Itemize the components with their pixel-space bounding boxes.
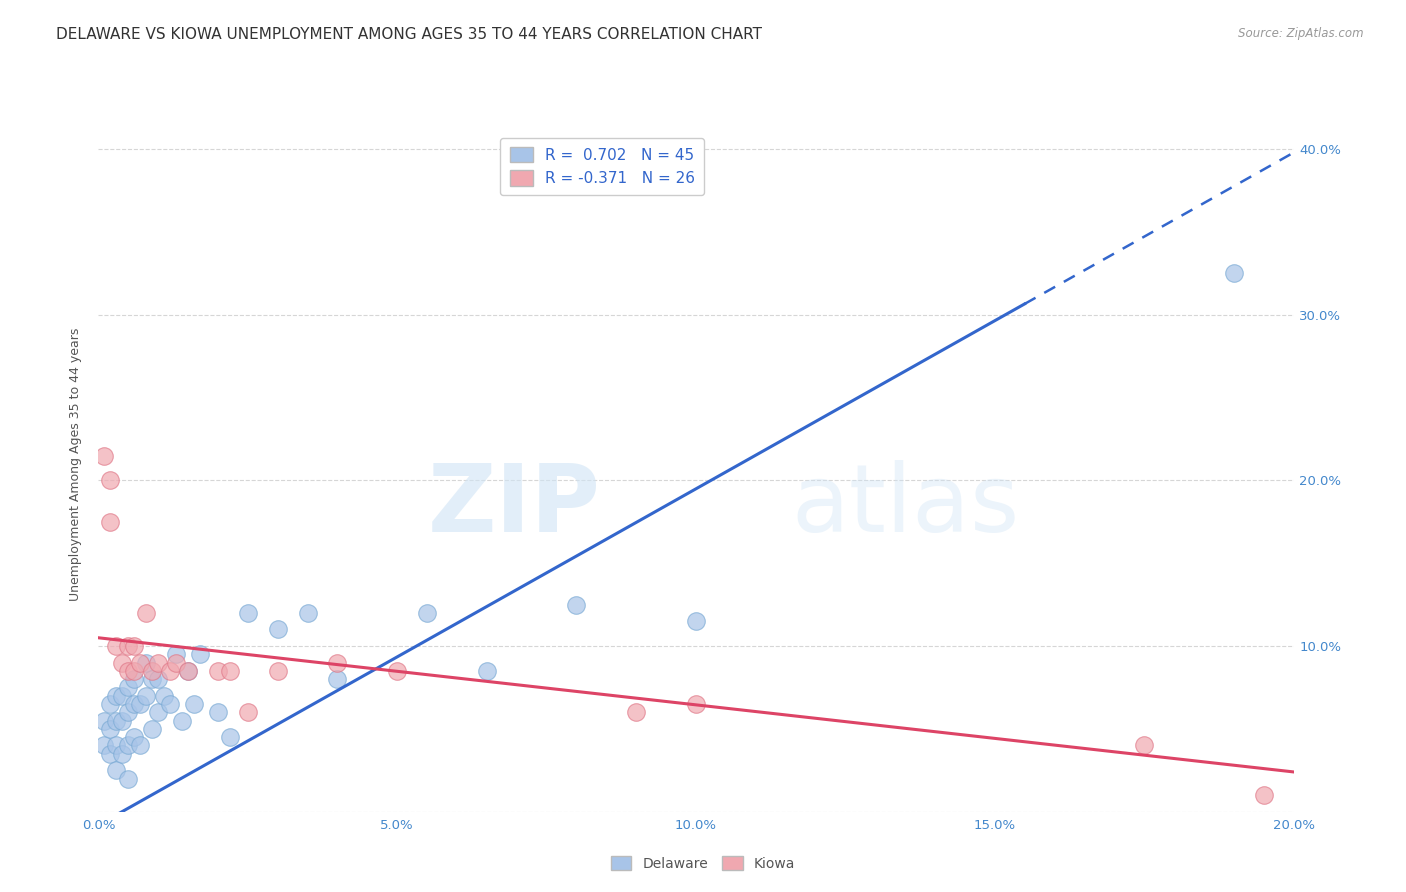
Point xyxy=(93,714,115,728)
Point xyxy=(129,656,152,670)
Point xyxy=(1253,788,1275,802)
Legend: R =  0.702   N = 45, R = -0.371   N = 26: R = 0.702 N = 45, R = -0.371 N = 26 xyxy=(501,137,704,195)
Point xyxy=(100,515,122,529)
Point xyxy=(129,739,152,753)
Text: atlas: atlas xyxy=(792,459,1019,551)
Point xyxy=(159,664,181,678)
Text: DELAWARE VS KIOWA UNEMPLOYMENT AMONG AGES 35 TO 44 YEARS CORRELATION CHART: DELAWARE VS KIOWA UNEMPLOYMENT AMONG AGE… xyxy=(56,27,762,42)
Point xyxy=(326,672,349,686)
Point xyxy=(219,730,242,744)
Point xyxy=(141,722,163,736)
Point xyxy=(685,697,707,711)
Point xyxy=(148,656,170,670)
Legend: Delaware, Kiowa: Delaware, Kiowa xyxy=(605,850,801,876)
Point xyxy=(141,664,163,678)
Point xyxy=(100,474,122,488)
Point xyxy=(111,689,134,703)
Point xyxy=(124,697,146,711)
Point xyxy=(165,656,187,670)
Point xyxy=(188,648,211,662)
Point xyxy=(172,714,194,728)
Point xyxy=(105,689,128,703)
Point xyxy=(177,664,200,678)
Point xyxy=(100,697,122,711)
Text: ZIP: ZIP xyxy=(427,459,600,551)
Point xyxy=(105,764,128,778)
Point xyxy=(297,606,319,620)
Point xyxy=(685,614,707,628)
Point xyxy=(124,639,146,653)
Point xyxy=(159,697,181,711)
Point xyxy=(105,639,128,653)
Point xyxy=(148,706,170,720)
Point xyxy=(117,664,139,678)
Point xyxy=(165,648,187,662)
Point xyxy=(326,656,349,670)
Point xyxy=(1223,266,1246,280)
Point xyxy=(236,706,259,720)
Point xyxy=(141,672,163,686)
Point xyxy=(135,689,157,703)
Point xyxy=(111,747,134,761)
Point xyxy=(100,722,122,736)
Point xyxy=(475,664,498,678)
Point xyxy=(219,664,242,678)
Point xyxy=(117,639,139,653)
Point xyxy=(100,747,122,761)
Point xyxy=(416,606,439,620)
Point xyxy=(565,598,588,612)
Point xyxy=(124,730,146,744)
Point xyxy=(183,697,205,711)
Point xyxy=(153,689,176,703)
Point xyxy=(93,449,115,463)
Point xyxy=(124,664,146,678)
Point xyxy=(117,772,139,786)
Point xyxy=(93,739,115,753)
Point xyxy=(135,606,157,620)
Point xyxy=(111,714,134,728)
Point xyxy=(626,706,648,720)
Point xyxy=(135,656,157,670)
Text: Source: ZipAtlas.com: Source: ZipAtlas.com xyxy=(1239,27,1364,40)
Point xyxy=(117,706,139,720)
Point xyxy=(267,664,290,678)
Point xyxy=(267,623,290,637)
Point xyxy=(117,681,139,695)
Point xyxy=(124,672,146,686)
Point xyxy=(105,739,128,753)
Point xyxy=(207,706,229,720)
Point xyxy=(1133,739,1156,753)
Point xyxy=(177,664,200,678)
Point xyxy=(117,739,139,753)
Point xyxy=(148,672,170,686)
Point xyxy=(236,606,259,620)
Point xyxy=(111,656,134,670)
Point xyxy=(105,714,128,728)
Point xyxy=(207,664,229,678)
Y-axis label: Unemployment Among Ages 35 to 44 years: Unemployment Among Ages 35 to 44 years xyxy=(69,327,83,600)
Point xyxy=(385,664,409,678)
Point xyxy=(129,697,152,711)
